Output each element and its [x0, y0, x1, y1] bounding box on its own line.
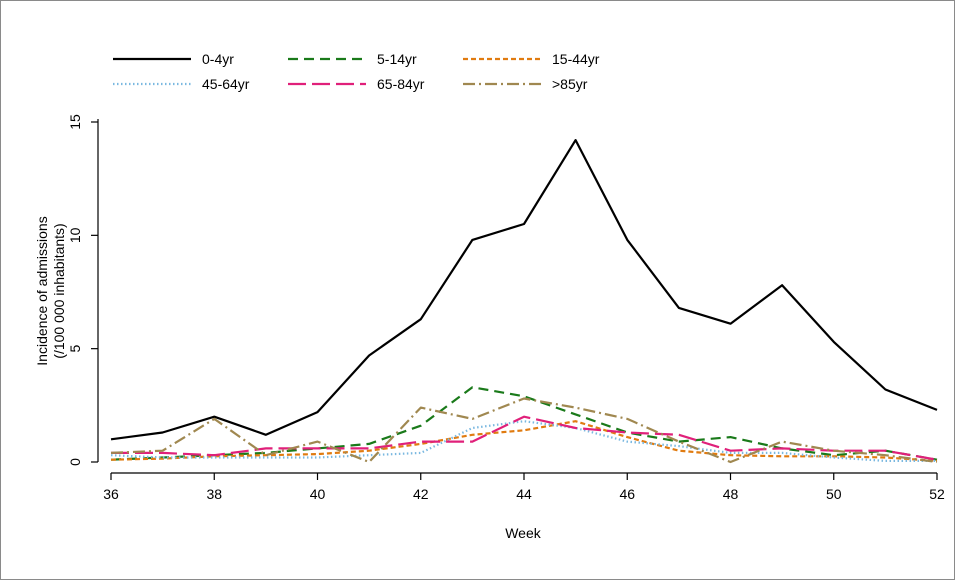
legend-label: 65-84yr: [377, 76, 425, 92]
y-tick-label: 10: [67, 227, 83, 243]
legend-item: 65-84yr: [288, 76, 425, 92]
x-tick-label: 42: [413, 486, 429, 502]
x-tick-label: 38: [206, 486, 222, 502]
y-tick-label: 5: [67, 345, 83, 353]
plot-area: [110, 139, 938, 464]
legend-label: >85yr: [552, 76, 588, 92]
legend-item: 0-4yr: [113, 51, 234, 67]
series-line-1: [110, 139, 938, 441]
legend-label: 15-44yr: [552, 51, 600, 67]
legend-label: 5-14yr: [377, 51, 417, 67]
legend-label: 45-64yr: [202, 76, 250, 92]
x-tick-label: 50: [826, 486, 842, 502]
series-line-2: [110, 386, 938, 461]
x-tick-label: 36: [103, 486, 119, 502]
legend-item: 5-14yr: [288, 51, 417, 67]
legend-item: >85yr: [463, 76, 588, 92]
series-line-6: [110, 397, 938, 464]
axes: 0 5 10 15 36 38 40 42 44 46 48 50 52 Incidence of a…: [34, 114, 945, 541]
x-tick-label: 40: [310, 486, 326, 502]
legend-item: 15-44yr: [463, 51, 600, 67]
x-axis-label: Week: [505, 525, 542, 541]
legend: 0-4yr 5-14yr 15-44yr 45-64yr 65-84yr >85yr: [113, 51, 600, 92]
y-tick-label: 0: [67, 458, 83, 466]
y-axis-label: Incidence of admissions: [34, 216, 50, 365]
y-axis-label-units: (/100 000 inhabitants): [51, 223, 67, 358]
y-ticks: 0 5 10 15: [67, 114, 98, 466]
x-tick-label: 46: [619, 486, 635, 502]
y-tick-label: 15: [67, 114, 83, 130]
x-tick-label: 52: [929, 486, 945, 502]
legend-item: 45-64yr: [113, 76, 250, 92]
x-tick-label: 44: [516, 486, 532, 502]
series-line-3: [110, 420, 938, 462]
series-line-5: [111, 415, 938, 461]
x-ticks: 36 38 40 42 44 46 48 50 52: [103, 473, 945, 502]
legend-label: 0-4yr: [202, 51, 234, 67]
x-tick-label: 48: [723, 486, 739, 502]
